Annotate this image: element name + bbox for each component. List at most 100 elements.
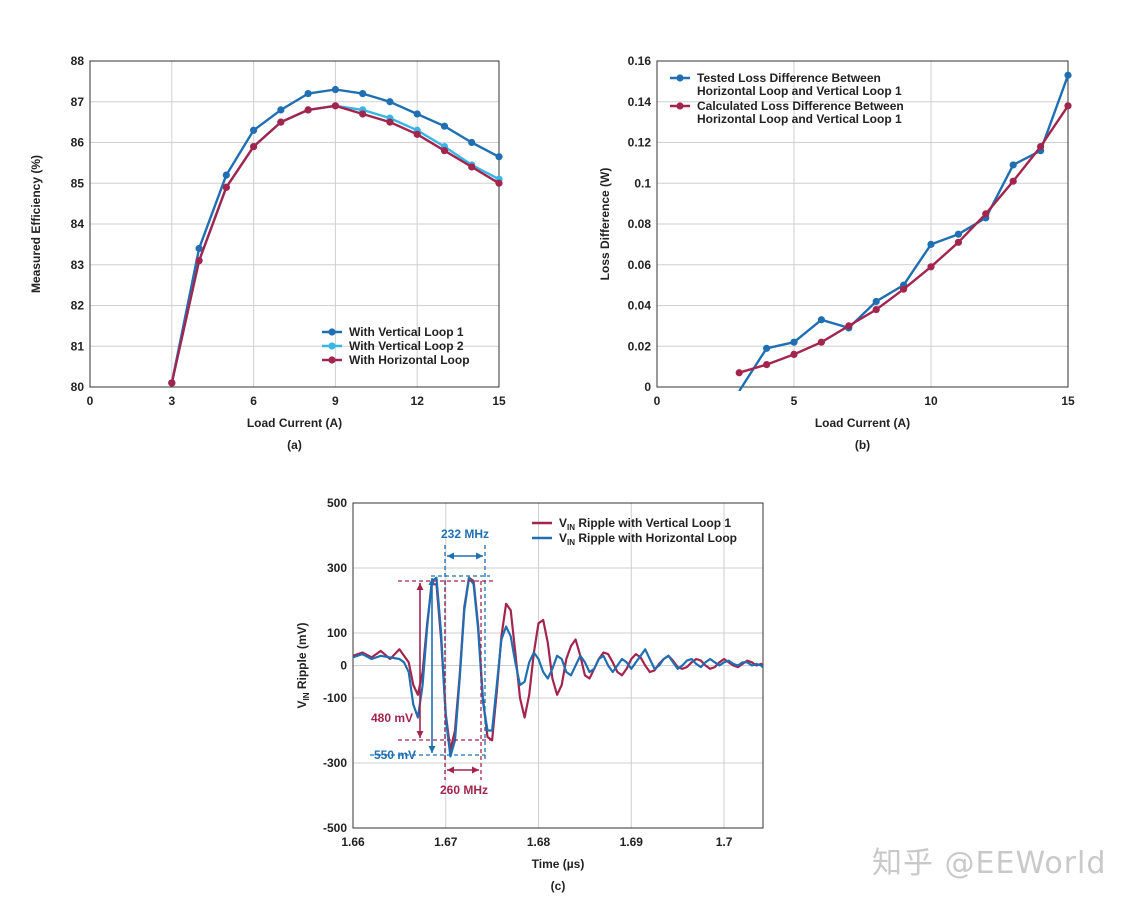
y-axis-label: Loss Difference (W) <box>598 168 612 281</box>
amp-arrow-red-head <box>416 583 424 590</box>
x-tick-label: 1.7 <box>716 835 733 849</box>
y-tick-label: 0.04 <box>628 299 652 313</box>
y-axis-label: Measured Efficiency (%) <box>29 155 43 293</box>
legend-swatch-marker <box>676 74 684 82</box>
y-axis-label: VIN Ripple (mV) <box>295 622 311 708</box>
series-line-2 <box>738 105 1068 374</box>
x-tick-label: 10 <box>924 394 938 408</box>
data-point-series-1 <box>304 90 312 98</box>
legend-swatch-marker <box>328 356 336 364</box>
data-point-series-2 <box>1064 102 1072 110</box>
data-point-series-1 <box>359 90 367 98</box>
data-point-series-1 <box>495 153 503 161</box>
y-tick-label: 87 <box>71 95 85 109</box>
data-point-series-2 <box>845 322 853 330</box>
data-point-series-3 <box>468 163 476 171</box>
data-point-series-1 <box>927 240 935 248</box>
y-tick-label: 100 <box>327 626 347 640</box>
legend-label: VIN Ripple with Vertical Loop 1 <box>559 516 731 532</box>
data-point-series-1 <box>872 297 880 306</box>
x-tick-label: 1.67 <box>434 835 458 849</box>
freq-arrow-top-head <box>447 552 454 560</box>
freq-arrow-top-head <box>476 552 483 560</box>
amp-arrow-blue-head <box>428 746 436 753</box>
legend-label: With Horizontal Loop <box>349 353 470 367</box>
y-tick-label: 0.08 <box>628 217 652 231</box>
x-tick-label: 6 <box>250 394 257 408</box>
y-tick-label: -100 <box>323 691 347 705</box>
x-tick-label: 0 <box>654 394 661 408</box>
data-point-series-1 <box>195 244 203 253</box>
x-tick-label: 12 <box>411 394 425 408</box>
y-tick-label: 0.1 <box>634 176 651 190</box>
legend-label: Calculated Loss Difference Between <box>697 99 904 113</box>
amp-label-red: 480 mV <box>371 711 413 725</box>
data-point-series-1 <box>1009 161 1017 169</box>
x-tick-label: 1.68 <box>527 835 551 849</box>
data-point-series-1 <box>468 138 476 147</box>
x-tick-label: 15 <box>1061 394 1075 408</box>
y-tick-label: 82 <box>71 299 85 313</box>
legend-label: With Vertical Loop 2 <box>349 339 464 353</box>
x-axis-label: Load Current (A) <box>247 416 342 430</box>
legend-label: Horizontal Loop and Vertical Loop 1 <box>697 112 902 126</box>
y-tick-label: 0.06 <box>628 258 652 272</box>
data-point-series-3 <box>277 118 285 126</box>
y-tick-label: 81 <box>71 339 85 353</box>
x-tick-label: 0 <box>87 394 94 408</box>
data-point-series-1 <box>386 98 394 106</box>
y-tick-label: -300 <box>323 756 347 770</box>
y-tick-label: 0.12 <box>628 136 652 150</box>
data-point-series-2 <box>763 360 771 369</box>
x-tick-label: 9 <box>332 394 339 408</box>
data-point-series-1 <box>250 126 258 134</box>
series-line-1 <box>353 576 763 752</box>
legend-swatch-marker <box>676 102 684 110</box>
x-tick-label: 1.69 <box>620 835 644 849</box>
data-point-series-1 <box>222 171 230 179</box>
data-point-series-3 <box>386 118 394 126</box>
watermark-text: 知乎 @EEWorld <box>872 846 1107 881</box>
data-point-series-1 <box>763 344 771 352</box>
data-point-series-1 <box>790 338 798 346</box>
data-point-series-1 <box>331 85 339 94</box>
chart-caption: (c) <box>551 879 566 893</box>
legend-swatch-marker <box>328 328 336 336</box>
legend-swatch-marker <box>328 342 336 350</box>
amp-label-blue: 550 mV <box>374 748 416 762</box>
y-tick-label: 86 <box>71 136 85 150</box>
amp-arrow-blue-head <box>428 578 436 585</box>
data-point-series-2 <box>954 238 963 246</box>
plot-frame <box>89 60 500 388</box>
y-tick-label: 500 <box>327 496 347 510</box>
x-axis-label: Time (µs) <box>532 857 585 871</box>
data-point-series-3 <box>331 102 339 110</box>
y-tick-label: -500 <box>323 821 347 835</box>
data-point-series-2 <box>927 263 935 271</box>
y-tick-label: 0.16 <box>628 54 652 68</box>
data-point-series-2 <box>872 305 880 314</box>
legend-label: Horizontal Loop and Vertical Loop 1 <box>697 84 902 98</box>
chart-a: 0 3 6 9 12 15 80 81 82 83 84 85 86 87 88 Load Current (… <box>29 54 506 452</box>
data-point-series-2 <box>735 369 743 377</box>
chart-c: 1.66 1.67 1.68 1.69 1.7 -500 -300 -100 0 100 300 50… <box>295 496 764 893</box>
y-tick-label: 300 <box>327 561 347 575</box>
data-point-series-2 <box>982 210 990 218</box>
chart-b: 0 5 10 15 0 0.02 0.04 0.06 0.08 0.1 0.12 0.14 0.16 Lo… <box>598 54 1075 452</box>
data-point-series-2 <box>1009 177 1017 185</box>
chart-caption: (b) <box>855 438 870 452</box>
data-point-series-1 <box>277 106 285 114</box>
freq-label-top: 232 MHz <box>441 527 489 541</box>
legend-label: Tested Loss Difference Between <box>697 71 881 85</box>
y-tick-label: 0 <box>340 659 347 673</box>
plot-frame <box>656 60 1069 388</box>
legend-label: VIN Ripple with Horizontal Loop <box>559 531 737 547</box>
y-tick-label: 0.02 <box>628 339 652 353</box>
data-point-series-3 <box>413 130 421 138</box>
data-point-series-2 <box>817 338 826 346</box>
x-tick-label: 1.66 <box>341 835 365 849</box>
x-tick-label: 5 <box>791 394 798 408</box>
data-point-series-2 <box>1037 142 1045 151</box>
data-point-series-1 <box>413 110 421 118</box>
